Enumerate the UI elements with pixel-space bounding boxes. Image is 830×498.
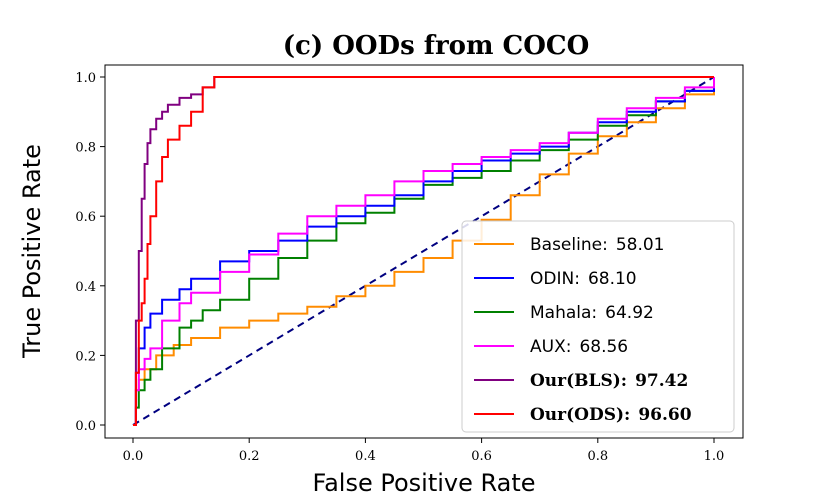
x-tick-label: 0.2 (239, 449, 260, 464)
series-line-our-ods (133, 76, 714, 426)
x-axis-label: False Positive Rate (312, 469, 535, 497)
legend-label: Our(BLS): (530, 371, 627, 391)
plot-frame (104, 64, 744, 439)
legend-entry-mahala: Mahala: 64.92 (530, 303, 654, 323)
x-tick-label: 0.6 (471, 449, 492, 464)
legend-score: 64.92 (605, 303, 654, 323)
series-line-aux (133, 77, 715, 426)
series-line-random (132, 76, 715, 426)
legend-score: 97.42 (635, 371, 688, 391)
x-tick-label: 1.0 (704, 449, 725, 464)
legend-label: AUX: (530, 337, 571, 357)
y-tick-label: 0.4 (75, 280, 96, 295)
chart-title: (c) OODs from COCO (283, 31, 590, 61)
legend-label: Our(ODS): (530, 405, 630, 425)
series-layer (132, 76, 715, 426)
y-tick-label: 0.2 (75, 349, 96, 364)
y-tick-label: 0.0 (75, 419, 96, 434)
legend-entry-our-bls: Our(BLS): 97.42 (530, 371, 688, 391)
legend-label: ODIN: (530, 269, 580, 289)
legend-score: 58.01 (616, 235, 665, 255)
legend-entry-aux: AUX: 68.56 (530, 337, 628, 357)
legend-entry-odin: ODIN: 68.10 (530, 269, 637, 289)
legend-score: 96.60 (638, 405, 691, 425)
legend: Baseline: 58.01 ODIN: 68.10 Mahala: 64.92 AUX:… (461, 220, 735, 433)
legend-label: Mahala: (530, 303, 597, 323)
x-tick-label: 0.4 (355, 449, 376, 464)
y-tick-label: 0.8 (75, 141, 96, 156)
x-tick-label: 0.0 (123, 449, 144, 464)
legend-entry-baseline: Baseline: 58.01 (530, 235, 664, 255)
y-tick-label: 0.6 (75, 210, 96, 225)
legend-score: 68.56 (579, 337, 628, 357)
legend-label: Baseline: (530, 235, 608, 255)
x-tick-label: 0.8 (587, 449, 608, 464)
y-tick-label: 1.0 (75, 71, 96, 86)
y-axis-label: True Positive Rate (18, 144, 46, 359)
x-axis-ticks: 0.0 0.2 0.4 0.6 0.8 1.0 (123, 438, 725, 464)
y-axis-ticks: 0.0 0.2 0.4 0.6 0.8 1.0 (75, 71, 105, 434)
legend-box (461, 220, 735, 433)
legend-score: 68.10 (588, 269, 637, 289)
legend-entry-our-ods: Our(ODS): 96.60 (530, 405, 692, 425)
